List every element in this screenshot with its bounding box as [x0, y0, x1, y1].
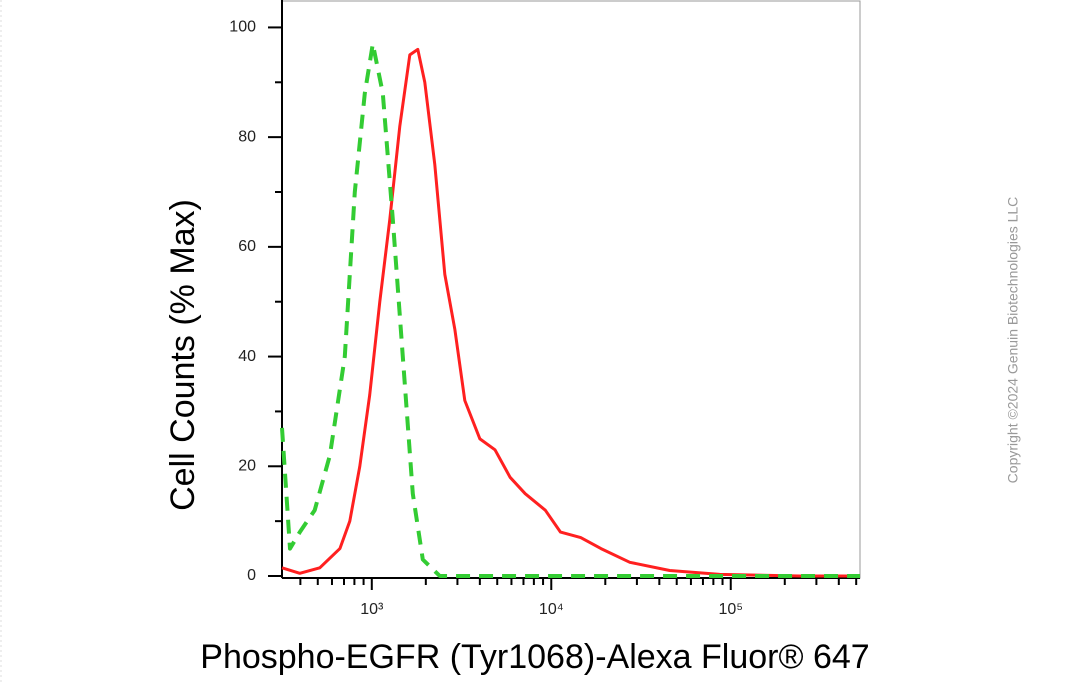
y-tick-label: 60: [238, 238, 256, 255]
x-tick-label: 10⁵: [719, 601, 743, 618]
x-axis-label: Phospho-EGFR (Tyr1068)-Alexa Fluor® 647: [200, 638, 869, 676]
y-tick-label: 0: [247, 567, 256, 584]
y-tick-label: 80: [238, 128, 256, 145]
x-tick-label: 10⁴: [539, 601, 564, 618]
y-tick-label: 100: [229, 19, 256, 36]
y-tick-label: 20: [238, 458, 256, 475]
histogram-line: [281, 47, 860, 578]
plot-frame: [281, 0, 861, 579]
y-axis-label: Cell Counts (% Max): [164, 199, 202, 511]
copyright: Copyright ©2024 Genuin Biotechnologies L…: [1005, 197, 1021, 484]
y-tick-label: 40: [238, 348, 256, 365]
x-tick-label: 10³: [360, 601, 384, 618]
histogram-line: [280, 41, 860, 578]
